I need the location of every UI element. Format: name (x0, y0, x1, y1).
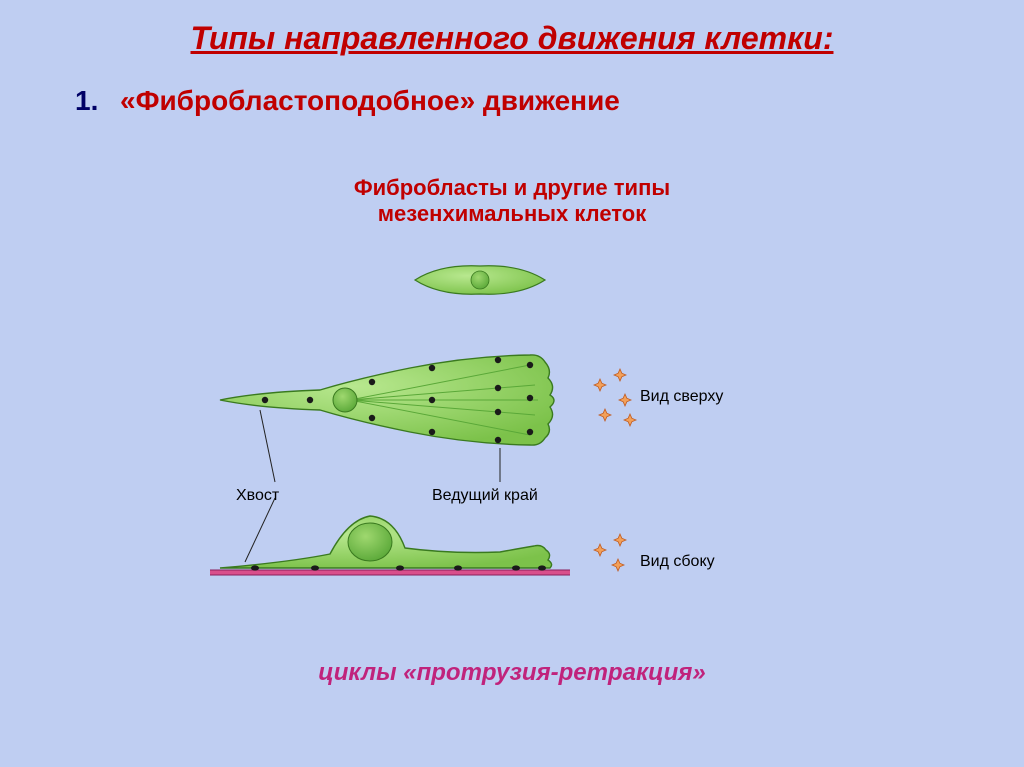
subtitle: Фибробласты и другие типымезенхимальных … (0, 175, 1024, 228)
label-side-view: Вид сбоку (640, 553, 715, 571)
list-number: 1. (75, 85, 98, 117)
top-view-cell (220, 355, 554, 445)
substrate (210, 570, 570, 575)
list-item-1: «Фибробластоподобное» движение (120, 85, 620, 117)
label-top-view: Вид сверху (640, 388, 723, 406)
label-leading-edge: Ведущий край (432, 487, 538, 505)
cell-movement-diagram (200, 250, 820, 610)
side-view-cell (220, 516, 552, 571)
label-tail: Хвост (236, 487, 279, 505)
chemoattractant-top (594, 369, 636, 426)
callout-tail (245, 410, 275, 562)
page-title: Типы направленного движения клетки: (0, 20, 1024, 57)
free-cell (415, 266, 545, 294)
chemoattractant-side (594, 534, 626, 571)
footer-caption: циклы «протрузия-ретракция» (0, 659, 1024, 687)
